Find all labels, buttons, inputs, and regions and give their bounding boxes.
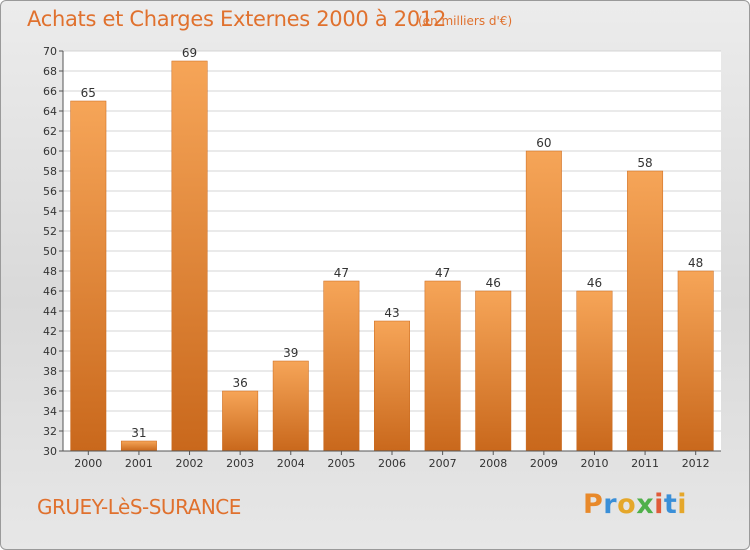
- x-tick-label: 2006: [378, 457, 406, 470]
- chart-subtitle: (en milliers d'€): [418, 14, 513, 28]
- bar-2008: [475, 290, 512, 452]
- logo-letter: o: [617, 489, 637, 520]
- bar-value-label: 58: [637, 156, 652, 170]
- bar-2005: [323, 280, 360, 452]
- y-tick-label: 56: [43, 185, 57, 198]
- x-tick-label: 2004: [277, 457, 305, 470]
- bar-value-label: 47: [334, 266, 349, 280]
- y-tick-label: 70: [43, 45, 57, 58]
- bar-2011: [627, 170, 664, 452]
- y-tick-label: 48: [43, 265, 57, 278]
- bar-value-label: 36: [233, 376, 248, 390]
- x-tick-label: 2012: [682, 457, 710, 470]
- bar-2001: [120, 440, 157, 452]
- bar-2010: [576, 290, 613, 452]
- y-tick-label: 66: [43, 85, 57, 98]
- bar-value-label: 39: [283, 346, 298, 360]
- bar-2003: [222, 390, 259, 452]
- y-tick-label: 58: [43, 165, 57, 178]
- y-tick-label: 34: [43, 405, 57, 418]
- x-tick-label: 2007: [429, 457, 457, 470]
- x-tick-label: 2008: [479, 457, 507, 470]
- x-tick-label: 2010: [580, 457, 608, 470]
- bar-value-label: 46: [486, 276, 501, 290]
- bar-value-label: 43: [384, 306, 399, 320]
- y-tick-label: 54: [43, 205, 57, 218]
- y-tick-label: 50: [43, 245, 57, 258]
- x-tick-label: 2000: [74, 457, 102, 470]
- y-tick-label: 32: [43, 425, 57, 438]
- bar-value-label: 48: [688, 256, 703, 270]
- commune-name: GRUEY-LèS-SURANCE: [37, 495, 241, 519]
- bar-value-label: 69: [182, 46, 197, 60]
- y-tick-label: 40: [43, 345, 57, 358]
- y-tick-label: 44: [43, 305, 57, 318]
- y-tick-label: 68: [43, 65, 57, 78]
- x-tick-label: 2011: [631, 457, 659, 470]
- bar-value-label: 60: [536, 136, 551, 150]
- y-tick-label: 60: [43, 145, 57, 158]
- y-tick-label: 30: [43, 445, 57, 458]
- proxiti-logo: Proxiti: [583, 489, 687, 520]
- bar-2012: [677, 270, 714, 452]
- logo-letter: r: [603, 489, 618, 520]
- x-tick-label: 2003: [226, 457, 254, 470]
- bar-value-label: 46: [587, 276, 602, 290]
- bar-2002: [171, 60, 208, 452]
- bar-value-label: 65: [81, 86, 96, 100]
- bar-2000: [70, 100, 107, 452]
- bar-2006: [374, 320, 410, 452]
- y-tick-label: 38: [43, 365, 57, 378]
- logo-letter: t: [663, 489, 678, 520]
- x-tick-label: 2005: [327, 457, 355, 470]
- y-tick-label: 52: [43, 225, 57, 238]
- x-tick-label: 2002: [176, 457, 204, 470]
- bar-value-label: 47: [435, 266, 450, 280]
- y-tick-label: 46: [43, 285, 57, 298]
- logo-letter: i: [677, 489, 688, 520]
- bar-value-label: 31: [131, 426, 146, 440]
- y-tick-label: 36: [43, 385, 57, 398]
- y-tick-label: 62: [43, 125, 57, 138]
- x-tick-label: 2009: [530, 457, 558, 470]
- chart-title: Achats et Charges Externes 2000 à 2012: [27, 7, 447, 31]
- bar-2004: [272, 360, 309, 452]
- y-tick-label: 42: [43, 325, 57, 338]
- logo-letter: i: [654, 489, 664, 520]
- bar-2007: [424, 280, 461, 452]
- logo-letter: P: [583, 489, 604, 520]
- x-tick-label: 2001: [125, 457, 153, 470]
- bar-2009: [525, 150, 562, 452]
- y-tick-label: 64: [43, 105, 57, 118]
- logo-letter: x: [636, 489, 655, 520]
